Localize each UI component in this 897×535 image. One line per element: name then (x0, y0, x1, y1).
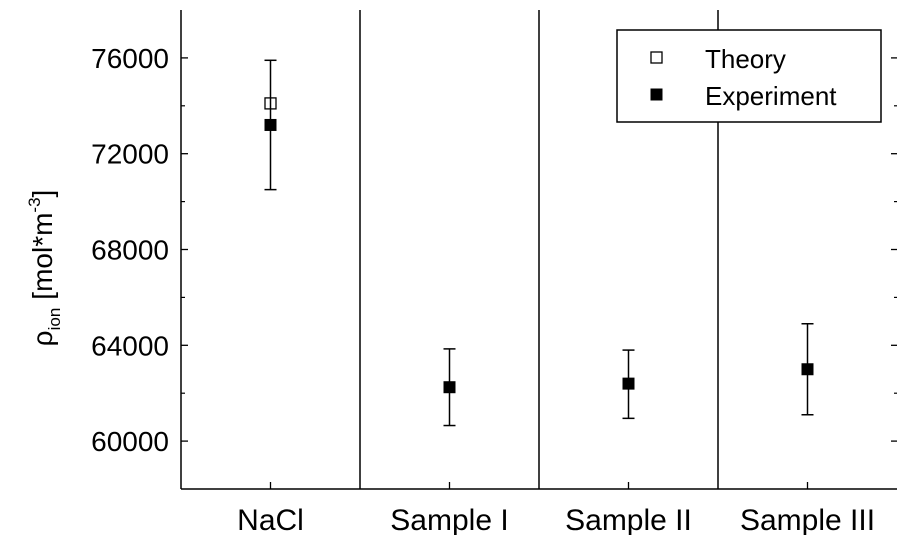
experiment-point (801, 363, 814, 376)
legend-theory-marker (650, 51, 663, 64)
y-tick-label: 72000 (91, 139, 169, 170)
y-tick-label: 64000 (91, 330, 169, 361)
experiment-point (622, 377, 635, 390)
x-tick-label: Sample III (740, 504, 875, 535)
x-tick-label: Sample I (390, 504, 508, 535)
y-axis-label: ρion [mol*m-3] (25, 190, 64, 347)
experiment-point (264, 118, 277, 131)
y-axis-label-superscript: -3 (25, 197, 44, 212)
data-marks (264, 59, 814, 427)
legend-experiment-label: Experiment (705, 81, 837, 111)
legend-experiment-marker (650, 88, 663, 101)
y-tick-label: 60000 (91, 426, 169, 457)
y-axis-label-subscript: ion (45, 308, 64, 331)
legend: Theory Experiment (616, 29, 882, 123)
y-axis: 60000 64000 68000 72000 76000 (91, 43, 897, 457)
y-tick-label: 68000 (91, 235, 169, 266)
legend-box (616, 29, 882, 123)
y-axis-label-symbol: ρ (27, 330, 58, 346)
x-axis: NaCl Sample I Sample II Sample III (237, 482, 875, 535)
y-axis-label-units-close: ] (27, 190, 58, 198)
legend-theory-label: Theory (705, 44, 786, 74)
y-axis-label-units: [mol*m (27, 213, 58, 300)
experiment-point (443, 381, 456, 394)
x-tick-label: NaCl (237, 504, 304, 535)
x-tick-label: Sample II (565, 504, 692, 535)
y-tick-label: 76000 (91, 43, 169, 74)
